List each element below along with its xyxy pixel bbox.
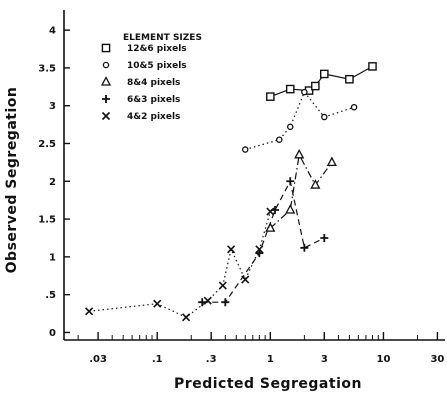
data-point — [320, 69, 329, 79]
x-tick-label: 3 — [321, 354, 328, 365]
data-point — [310, 179, 321, 189]
series-x — [85, 207, 275, 322]
x-tick-label: 1 — [267, 354, 274, 365]
data-point — [285, 84, 295, 94]
legend-label: 4&2 pixels — [127, 112, 180, 122]
series-plus — [198, 177, 329, 307]
series-line — [269, 152, 333, 229]
data-point — [241, 146, 249, 153]
legend-label: 10&5 pixels — [127, 61, 187, 71]
data-point — [218, 281, 227, 290]
series-square — [266, 62, 377, 101]
data-point — [286, 177, 295, 186]
data-point — [276, 136, 283, 143]
data-point — [153, 299, 162, 308]
data-point — [320, 233, 329, 242]
y-axis-label: Observed Segregation — [4, 87, 20, 274]
data-point — [266, 207, 275, 216]
x-axis-label: Predicted Segregation — [174, 376, 362, 392]
data-point — [241, 275, 250, 284]
data-point — [345, 74, 354, 84]
data-point — [321, 113, 328, 121]
x-tick-label: 30 — [430, 354, 444, 365]
y-tick-label: 2 — [49, 177, 56, 188]
data-point — [326, 156, 337, 167]
legend-marker — [100, 76, 112, 86]
legend-title: ELEMENT SIZES — [123, 33, 202, 43]
series-triangle — [265, 148, 337, 232]
y-tick-label: 0 — [49, 328, 56, 339]
data-point — [182, 313, 191, 322]
y-tick-label: 4 — [49, 26, 56, 37]
data-point — [221, 298, 230, 307]
data-point — [368, 62, 377, 71]
data-point — [255, 245, 264, 254]
y-tick-label: 3.5 — [38, 63, 56, 74]
y-tick-label: 3 — [49, 101, 56, 112]
legend-label: 12&6 pixels — [127, 44, 187, 54]
data-point — [285, 204, 296, 214]
data-point — [286, 123, 294, 131]
data-point — [294, 148, 305, 159]
series-circle — [241, 88, 358, 153]
series-line — [89, 211, 271, 319]
data-point — [203, 296, 212, 305]
legend-marker — [102, 61, 110, 69]
data-point — [227, 245, 236, 254]
series-line — [245, 90, 355, 151]
data-point — [266, 92, 275, 101]
data-point — [265, 222, 276, 232]
y-tick-label: 1 — [49, 252, 56, 263]
legend-marker — [101, 43, 111, 53]
y-tick-label: .5 — [45, 290, 56, 301]
data-point — [300, 243, 309, 252]
data-point — [301, 88, 308, 96]
data-point — [198, 298, 207, 307]
x-tick-label: .3 — [206, 354, 217, 365]
legend-marker — [102, 95, 110, 103]
legend-label: 6&3 pixels — [127, 95, 180, 105]
x-tick-label: .03 — [89, 354, 107, 365]
y-tick-label: 1.5 — [38, 215, 56, 226]
legend-label: 8&4 pixels — [127, 78, 180, 88]
data-point — [350, 103, 358, 111]
data-point — [85, 307, 94, 316]
x-tick-label: 10 — [376, 354, 390, 365]
legend-marker — [101, 111, 111, 121]
x-tick-label: .1 — [152, 354, 163, 365]
y-tick-label: 2.5 — [38, 139, 56, 150]
data-point — [311, 81, 320, 91]
